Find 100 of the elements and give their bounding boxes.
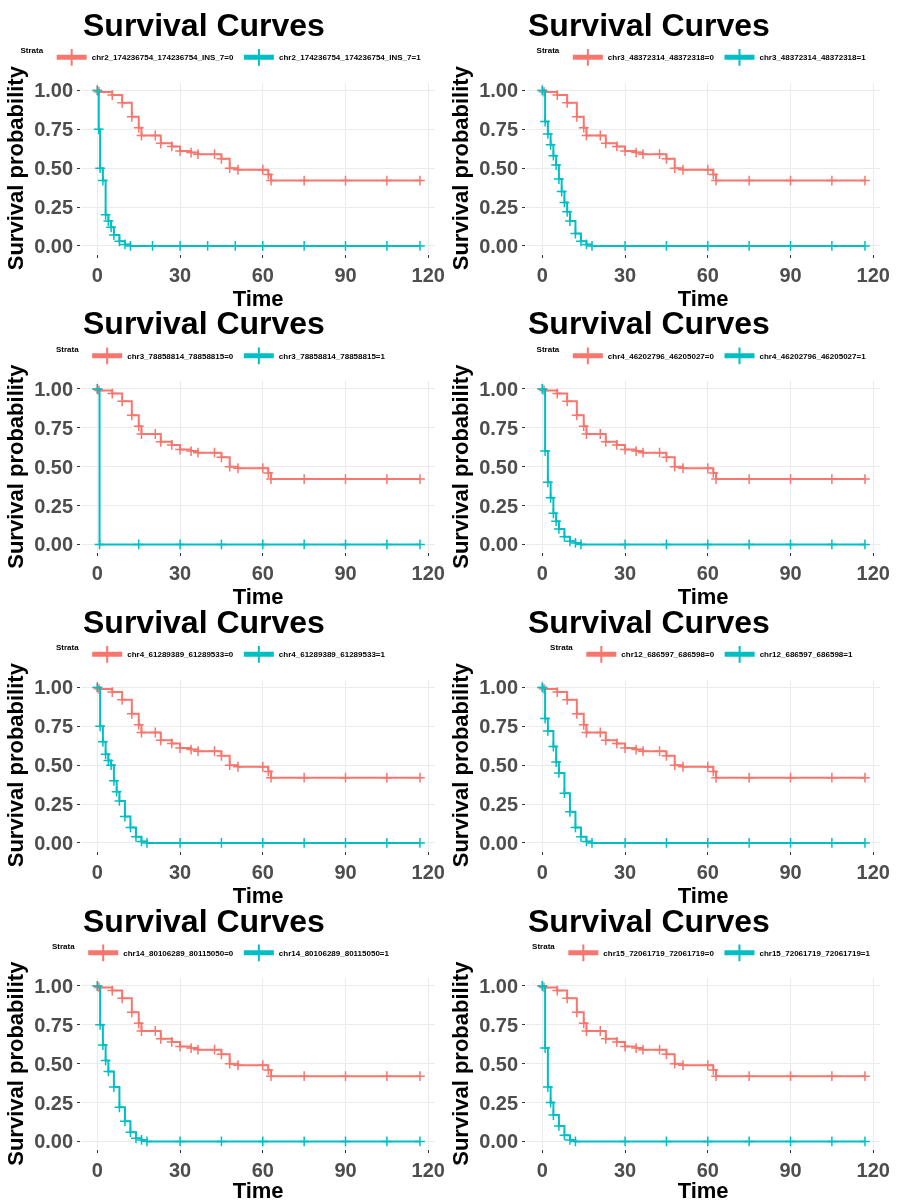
- y-tick-label: 0.75: [34, 1013, 74, 1036]
- y-axis-title: Survival probability: [447, 65, 473, 271]
- legend-label: chr3_48372314_48372318=1: [759, 53, 867, 63]
- y-tick-label: 0.00: [479, 234, 519, 257]
- chart-title: Survival Curves: [83, 7, 325, 43]
- legend-label: chr3_78858814_78858815=1: [278, 351, 386, 361]
- x-tick-label: 30: [613, 860, 637, 883]
- x-tick-label: 90: [334, 1159, 357, 1182]
- y-tick-label: 1.00: [479, 377, 519, 400]
- y-tick-label: 0.75: [34, 416, 74, 439]
- x-tick-label: 60: [696, 263, 719, 286]
- y-tick-label: 0.75: [34, 715, 74, 738]
- x-tick-label: 120: [856, 860, 890, 883]
- x-tick-label: 60: [251, 860, 274, 883]
- y-tick-label: 0.75: [479, 1013, 519, 1036]
- y-axis-title: Survival probability: [2, 65, 28, 271]
- x-tick-label: 90: [779, 263, 802, 286]
- y-tick-label: 0.50: [479, 754, 519, 777]
- x-tick-label: 30: [168, 1159, 192, 1182]
- y-tick-label: 0.50: [479, 157, 519, 180]
- x-tick-label: 60: [251, 263, 274, 286]
- y-tick-label: 0.25: [479, 1091, 519, 1114]
- y-tick-label: 0.25: [479, 196, 519, 219]
- x-tick-label: 60: [696, 860, 719, 883]
- y-tick-label: 0.00: [479, 533, 519, 556]
- legend-label: chr15_72061719_72061719=1: [759, 948, 871, 958]
- y-tick-label: 0.50: [34, 455, 74, 478]
- legend-label: chr14_80106289_80115050=1: [278, 948, 390, 958]
- legend-title: Strata: [55, 344, 80, 354]
- x-tick-label: 90: [334, 562, 357, 585]
- y-tick-label: 1.00: [479, 79, 519, 102]
- y-tick-label: 0.25: [34, 196, 74, 219]
- y-tick-label: 0.75: [479, 416, 519, 439]
- x-tick-label: 0: [536, 1159, 548, 1182]
- y-axis-title: Survival probability: [2, 960, 28, 1166]
- x-tick-label: 120: [411, 263, 445, 286]
- x-tick-label: 30: [168, 263, 192, 286]
- y-tick-label: 0.00: [34, 234, 74, 257]
- y-tick-label: 0.00: [34, 831, 74, 854]
- legend-label: chr3_78858814_78858815=0: [127, 351, 234, 361]
- y-tick-label: 0.50: [34, 157, 74, 180]
- y-tick-label: 0.00: [479, 1130, 519, 1153]
- x-tick-label: 30: [613, 1159, 637, 1182]
- y-tick-label: 1.00: [34, 377, 74, 400]
- legend-label: chr2_174236754_174236754_INS_7=1: [278, 53, 422, 63]
- y-tick-label: 0.75: [479, 118, 519, 141]
- x-tick-label: 120: [411, 860, 445, 883]
- legend-label: chr4_61289389_61289533=0: [127, 650, 234, 660]
- legend-title: Strata: [55, 643, 80, 653]
- x-tick-label: 90: [334, 860, 357, 883]
- x-tick-label: 60: [696, 562, 719, 585]
- x-tick-label: 120: [856, 263, 890, 286]
- y-tick-label: 0.00: [34, 1130, 74, 1153]
- y-tick-label: 1.00: [479, 676, 519, 699]
- x-tick-label: 0: [91, 1159, 103, 1182]
- x-tick-label: 0: [91, 860, 103, 883]
- x-tick-label: 90: [779, 562, 802, 585]
- legend-title: Strata: [20, 46, 44, 56]
- x-tick-label: 30: [613, 263, 637, 286]
- legend-title: Strata: [51, 941, 76, 951]
- y-tick-label: 0.25: [479, 793, 519, 816]
- y-tick-label: 0.00: [34, 533, 74, 556]
- legend-title: Strata: [536, 46, 560, 56]
- x-tick-label: 90: [779, 1159, 802, 1182]
- x-tick-label: 120: [856, 1159, 890, 1182]
- x-tick-label: 0: [91, 263, 103, 286]
- x-tick-label: 0: [91, 562, 103, 585]
- y-tick-label: 1.00: [34, 676, 74, 699]
- legend-label: chr12_686597_686598=1: [759, 650, 853, 660]
- x-tick-label: 30: [613, 562, 637, 585]
- y-tick-label: 1.00: [34, 974, 74, 997]
- x-tick-label: 30: [168, 562, 192, 585]
- x-tick-label: 120: [411, 1159, 445, 1182]
- x-tick-label: 30: [168, 860, 192, 883]
- y-axis-title: Survival probability: [447, 662, 473, 868]
- y-tick-label: 0.25: [34, 494, 74, 517]
- y-tick-label: 0.50: [34, 754, 74, 777]
- x-tick-label: 60: [251, 562, 274, 585]
- y-tick-label: 0.75: [479, 715, 519, 738]
- y-tick-label: 0.50: [479, 1052, 519, 1075]
- x-tick-label: 120: [411, 562, 445, 585]
- y-tick-label: 1.00: [479, 974, 519, 997]
- y-axis-title: Survival probability: [447, 363, 473, 569]
- x-tick-label: 0: [536, 263, 548, 286]
- legend-label: chr12_686597_686598=0: [621, 650, 715, 660]
- y-tick-label: 0.25: [34, 1091, 74, 1114]
- y-tick-label: 0.25: [479, 494, 519, 517]
- x-tick-label: 120: [856, 562, 890, 585]
- legend-label: chr2_174236754_174236754_INS_7=0: [91, 53, 234, 63]
- y-tick-label: 0.50: [479, 455, 519, 478]
- y-axis-title: Survival probability: [2, 363, 28, 569]
- x-tick-label: 0: [536, 562, 548, 585]
- y-tick-label: 0.00: [479, 831, 519, 854]
- y-tick-label: 0.50: [34, 1052, 74, 1075]
- legend-label: chr4_61289389_61289533=1: [278, 650, 386, 660]
- y-tick-label: 1.00: [34, 79, 74, 102]
- legend-label: chr4_46202796_46205027=0: [607, 351, 715, 361]
- legend-title: Strata: [532, 941, 556, 951]
- legend-title: Strata: [550, 643, 574, 653]
- legend-title: Strata: [536, 344, 560, 354]
